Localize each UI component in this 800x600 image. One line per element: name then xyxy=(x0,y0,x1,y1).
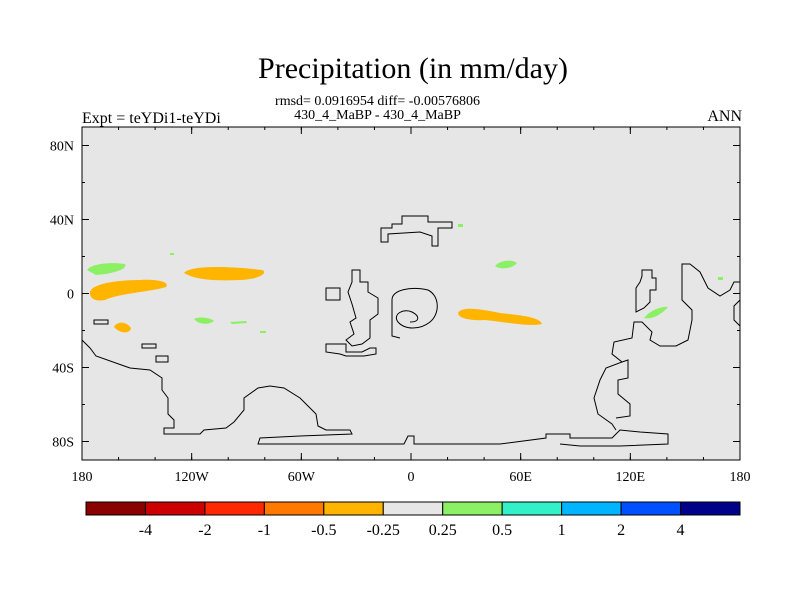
coastline-central-left xyxy=(345,269,379,347)
colorbar-swatch xyxy=(620,501,682,516)
colorbar-swatch xyxy=(442,501,503,516)
x-tick-label: 60E xyxy=(509,470,532,485)
y-tick-label: 80S xyxy=(52,436,74,451)
colorbar-label: -0.25 xyxy=(367,522,400,539)
colorbar-swatch xyxy=(85,501,146,516)
coastline-north-land xyxy=(380,215,453,247)
colorbar-label: 0.5 xyxy=(492,522,512,539)
colorbar-label: -0.5 xyxy=(311,522,336,539)
coastline-central-lower xyxy=(325,343,377,357)
y-tick-label: 0 xyxy=(67,288,74,303)
stats-text: rmsd= 0.0916954 diff= -0.00576806 430_4_… xyxy=(0,95,755,123)
anomaly-blob xyxy=(458,224,463,227)
colorbar-label: 0.25 xyxy=(429,522,457,539)
anomaly-blob xyxy=(194,317,214,324)
map-axes: 180 120W 60W 0 60E 120E 180 80N 40N 0 40S 80S xyxy=(50,127,751,485)
colorbar: -4 -2 -1 -0.5 -0.25 0.25 0.5 1 2 4 xyxy=(85,501,741,539)
colorbar-label: 4 xyxy=(677,522,685,539)
x-tick-label: 120E xyxy=(616,470,646,485)
coastline-west-strip xyxy=(81,339,669,447)
anomaly-blob xyxy=(458,308,542,325)
anomaly-blob xyxy=(260,331,266,333)
positive-anomalies xyxy=(87,224,723,333)
colorbar-swatch xyxy=(323,501,384,516)
coastline-hook xyxy=(391,287,438,339)
anomaly-blob xyxy=(644,306,668,319)
anomaly-blob xyxy=(184,266,265,281)
coastlines xyxy=(81,215,741,447)
coastline-small-rect-3 xyxy=(155,355,169,363)
colorbar-swatch xyxy=(204,501,265,516)
rmsd-diff-line: rmsd= 0.0916954 diff= -0.00576806 xyxy=(275,94,480,109)
colorbar-label: -4 xyxy=(139,522,152,539)
x-tick-label: 0 xyxy=(408,470,415,485)
negative-anomalies xyxy=(89,266,542,333)
season-label: ANN xyxy=(707,108,742,125)
colorbar-swatch xyxy=(680,501,741,516)
colorbar-label: 1 xyxy=(558,522,566,539)
anomaly-blob xyxy=(87,263,126,275)
x-tick-label: 60W xyxy=(288,470,316,485)
x-tick-label: 180 xyxy=(72,470,93,485)
colorbar-swatch xyxy=(144,501,206,516)
y-tick-label: 40S xyxy=(52,362,74,377)
anomaly-blob xyxy=(230,321,247,324)
colorbar-label: -1 xyxy=(258,522,271,539)
experiment-label: Expt = teYDi1-teYDi xyxy=(82,110,221,127)
y-tick-label: 80N xyxy=(50,140,74,155)
anomaly-blob xyxy=(114,322,131,333)
colorbar-swatch xyxy=(501,501,563,516)
anomaly-regions xyxy=(87,224,723,333)
anomaly-blob xyxy=(89,279,167,301)
colorbar-swatch xyxy=(382,501,444,516)
y-tick-label: 40N xyxy=(50,214,74,229)
coastline-east-upper xyxy=(635,269,657,313)
colorbar-swatch xyxy=(561,501,622,516)
anomaly-blob xyxy=(170,253,174,255)
coastline-small-island xyxy=(325,287,341,301)
coastline-small-rect-2 xyxy=(141,343,157,349)
case-names-line: 430_4_MaBP - 430_4_MaBP xyxy=(294,108,461,123)
x-tick-label: 120W xyxy=(175,470,210,485)
colorbar-label: 2 xyxy=(617,522,625,539)
plot-title: Precipitation (in mm/day) xyxy=(258,52,568,85)
colorbar-swatch xyxy=(263,501,325,516)
x-tick-label: 180 xyxy=(730,470,751,485)
coastline-east-edge xyxy=(733,299,741,327)
map-background xyxy=(82,127,740,460)
coastline-east-land xyxy=(593,263,740,431)
coastline-small-rect-1 xyxy=(93,319,109,325)
colorbar-label: -2 xyxy=(198,522,211,539)
anomaly-blob xyxy=(495,260,517,269)
anomaly-blob xyxy=(718,277,723,280)
coastline-east-inner xyxy=(615,359,631,419)
